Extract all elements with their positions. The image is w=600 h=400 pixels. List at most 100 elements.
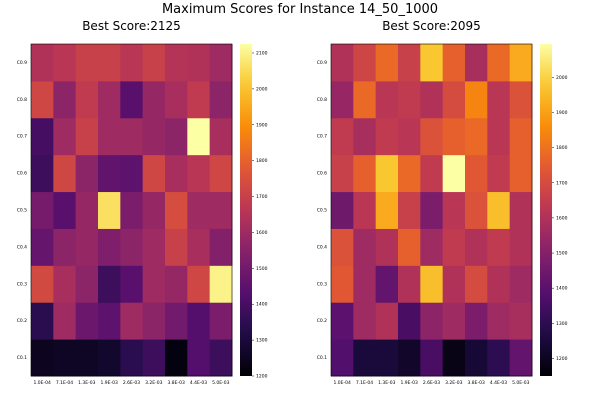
heatmap-cell xyxy=(487,228,511,266)
heatmap-cell xyxy=(31,44,54,82)
y-tick-label: C0.7 xyxy=(17,134,27,140)
heatmap-cell xyxy=(75,44,99,82)
heatmap-cell xyxy=(465,154,488,193)
heatmap-cell xyxy=(209,228,233,266)
heatmap-cell xyxy=(331,80,354,119)
heatmap-cell xyxy=(487,339,511,377)
x-tick-label: 1.3E-03 xyxy=(378,380,395,386)
x-tick-label: 3.2E-03 xyxy=(445,380,462,386)
y-tick-label: C0.3 xyxy=(17,281,27,287)
heatmap-cell xyxy=(142,154,166,193)
heatmap-cell xyxy=(465,80,488,119)
heatmap-cell xyxy=(120,117,144,156)
heatmap-cell xyxy=(398,44,421,82)
plot-frame xyxy=(30,43,233,377)
heatmap-cell xyxy=(420,117,444,156)
heatmap-cell xyxy=(53,80,77,119)
heatmap-cell xyxy=(75,80,99,119)
heatmap-cell xyxy=(398,302,421,340)
colorbar-tick-label: 1200 xyxy=(556,356,568,362)
heatmap-panel-1: Best Score:2125 1.0E-04 7.1E-04 1.3E-03 1.9E… xyxy=(17,19,268,386)
x-tick-label: 3.2E-03 xyxy=(145,380,162,386)
heatmap-cell xyxy=(209,117,233,156)
colorbar xyxy=(240,44,252,376)
heatmap-cell xyxy=(465,265,488,303)
heatmap-cell xyxy=(398,191,421,229)
heatmap-cell xyxy=(187,302,211,340)
heatmap-cell xyxy=(98,265,121,303)
heatmap-cell xyxy=(53,265,77,303)
heatmap-cell xyxy=(31,154,54,193)
x-tick-label: 4.4E-03 xyxy=(190,380,207,386)
heatmap-cell xyxy=(398,80,421,119)
x-tick-label: 1.0E-04 xyxy=(333,380,350,386)
colorbar-tick-label: 2000 xyxy=(256,86,268,92)
heatmap-cell xyxy=(120,80,144,119)
heatmap-cell xyxy=(98,44,121,82)
panel-title: Best Score:2095 xyxy=(382,19,481,33)
heatmap-cell xyxy=(209,265,233,303)
colorbar-tick-label: 2100 xyxy=(256,50,268,56)
heatmap-cell xyxy=(53,191,77,229)
heatmap-cell xyxy=(487,302,511,340)
colorbar-tick-label: 1300 xyxy=(256,338,268,344)
heatmap-cell xyxy=(142,80,166,119)
heatmap-cell xyxy=(398,339,421,377)
heatmap-cell xyxy=(375,265,399,303)
y-tick-label: C0.6 xyxy=(17,171,27,177)
heatmap-cell xyxy=(165,154,188,193)
heatmap-cell xyxy=(375,117,399,156)
heatmap-cell xyxy=(442,191,466,229)
heatmap-cell xyxy=(353,302,377,340)
colorbar-tick-label: 1600 xyxy=(256,230,268,236)
x-tick-label: 7.1E-04 xyxy=(356,380,373,386)
heatmap-cell xyxy=(142,44,166,82)
heatmap-cell xyxy=(353,44,377,82)
heatmap-cell xyxy=(509,265,533,303)
heatmap-cell xyxy=(98,302,121,340)
heatmap-cell xyxy=(465,191,488,229)
heatmap-cell xyxy=(31,302,54,340)
y-tick-label: C0.8 xyxy=(17,97,27,103)
y-tick-label: C0.4 xyxy=(17,244,27,250)
colorbar-tick-label: 2000 xyxy=(556,75,568,81)
heatmap-cell xyxy=(165,80,188,119)
heatmap-cell xyxy=(75,228,99,266)
heatmap-cell xyxy=(487,154,511,193)
heatmap-cell xyxy=(142,302,166,340)
heatmap-cell xyxy=(331,302,354,340)
heatmap-cell xyxy=(142,339,166,377)
heatmap-cell xyxy=(31,265,54,303)
heatmap-cell xyxy=(331,339,354,377)
y-tick-label: C0.8 xyxy=(317,97,327,103)
x-tick-label: 7.1E-04 xyxy=(56,380,73,386)
heatmap-cell xyxy=(120,154,144,193)
heatmap-cell xyxy=(375,302,399,340)
colorbar-tick-label: 1400 xyxy=(556,286,568,292)
heatmap-cell xyxy=(209,154,233,193)
heatmap-cell xyxy=(465,117,488,156)
x-tick-label: 1.0E-04 xyxy=(33,380,50,386)
heatmap-cell xyxy=(487,44,511,82)
heatmap-cell xyxy=(442,117,466,156)
heatmap-cell xyxy=(442,228,466,266)
heatmap-cell xyxy=(75,339,99,377)
heatmap-cell xyxy=(420,80,444,119)
plot-frame xyxy=(330,43,533,377)
heatmap-cell xyxy=(509,80,533,119)
y-tick-label: C0.7 xyxy=(317,134,327,140)
heatmap-cell xyxy=(420,339,444,377)
heatmap-cell xyxy=(331,228,354,266)
y-tick-label: C0.2 xyxy=(17,318,27,324)
colorbar-tick-label: 1900 xyxy=(256,122,268,128)
heatmap-cell xyxy=(375,154,399,193)
x-tick-label: 2.6E-03 xyxy=(123,380,140,386)
heatmap-cell xyxy=(53,154,77,193)
heatmap-cell xyxy=(331,154,354,193)
x-tick-label: 1.9E-03 xyxy=(400,380,417,386)
heatmap-cell xyxy=(509,191,533,229)
colorbar-tick-label: 1800 xyxy=(256,158,268,164)
colorbar-tick-label: 1700 xyxy=(556,180,568,186)
